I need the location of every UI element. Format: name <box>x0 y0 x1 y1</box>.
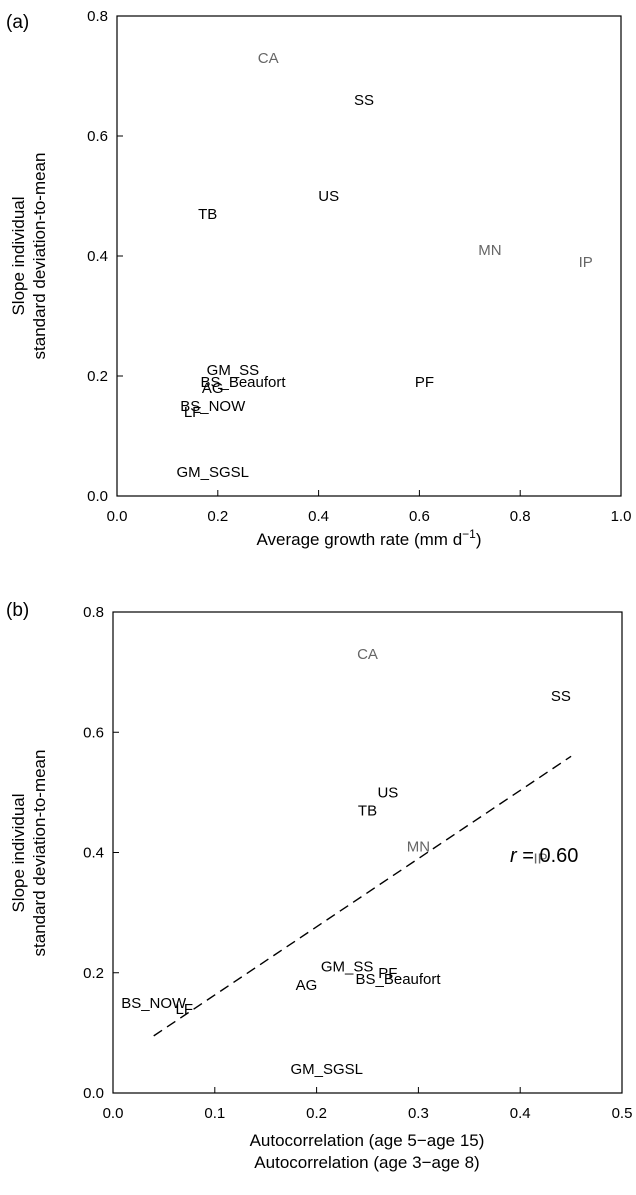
x-tick-label: 0.8 <box>510 508 531 525</box>
y-tick-label: 0.4 <box>83 845 104 862</box>
x-tick-label: 1.0 <box>611 508 632 525</box>
point-label-gm-sgsl: GM_SGSL <box>176 464 249 481</box>
point-label-us: US <box>318 188 339 205</box>
panel-a-x-ticks: 0.0 0.2 0.4 0.6 0.8 1.0 <box>107 490 632 525</box>
y-tick-label: 0.2 <box>83 965 104 982</box>
x-tick-label: 0.4 <box>510 1105 531 1122</box>
panel-b-y-axis-label: Slope individual standard deviation-to-m… <box>9 750 49 957</box>
panel-b-trend-line <box>153 755 572 1037</box>
y-tick-label: 0.6 <box>83 724 104 741</box>
x-tick-label: 0.5 <box>612 1105 633 1122</box>
point-label-ss: SS <box>551 688 571 705</box>
panel-a-y-ticks: 0.0 0.2 0.4 0.6 0.8 <box>87 8 123 505</box>
panel-b: (b) 0.0 0.2 0.4 0.6 0.8 0.0 0.1 0.2 0.3 0.4 0.5 C… <box>6 600 632 1172</box>
point-label-bs-beaufort: BS_Beaufort <box>356 971 442 988</box>
x-tick-label: 0.0 <box>107 508 128 525</box>
x-tick-label: 0.3 <box>408 1105 429 1122</box>
x-tick-label: 0.0 <box>103 1105 124 1122</box>
point-label-bs-beaufort: BS_Beaufort <box>200 374 286 391</box>
point-label-mn: MN <box>407 838 430 855</box>
point-label-pf: PF <box>378 965 397 982</box>
x-tick-label: 0.1 <box>204 1105 225 1122</box>
panel-b-y-ticks: 0.0 0.2 0.4 0.6 0.8 <box>83 604 119 1102</box>
panel-a-x-axis-label: Average growth rate (mm d−1) <box>256 527 481 549</box>
point-label-ca: CA <box>258 50 279 67</box>
panel-a: (a) 0.0 0.2 0.4 0.6 0.8 0.0 0.2 0.4 0.6 0.8 1.0 C… <box>6 8 631 549</box>
panel-b-x-axis-label-line1: Autocorrelation (age 5−age 15) <box>250 1131 485 1150</box>
point-label-ca: CA <box>357 646 378 663</box>
y-tick-label: 0.6 <box>87 128 108 145</box>
point-label-ip: IP <box>579 254 593 271</box>
point-label-gm-sgsl: GM_SGSL <box>291 1061 364 1078</box>
y-tick-label: 0.4 <box>87 248 108 265</box>
point-label-pf: PF <box>415 374 434 391</box>
point-label-ip: IP <box>533 851 547 868</box>
point-label-tb: TB <box>358 802 377 819</box>
point-label-bs-now: BS_NOW <box>121 995 187 1012</box>
point-label-tb: TB <box>198 206 217 223</box>
panel-b-y-axis-label-line2: standard deviation-to-mean <box>30 750 49 957</box>
y-tick-label: 0.8 <box>87 8 108 25</box>
point-label-ag: AG <box>296 977 318 994</box>
panel-a-points: CA SS US TB MN IP GM_SS PF BS_BeaufortAGBS_NOWLF… <box>176 50 592 481</box>
point-label-lf: LF <box>176 1001 194 1018</box>
point-label-ss: SS <box>354 92 374 109</box>
panel-b-r-annotation: r = 0.60 <box>510 845 578 867</box>
panel-a-y-axis-label: Slope individual standard deviation-to-m… <box>9 153 49 360</box>
y-tick-label: 0.8 <box>83 604 104 621</box>
panel-a-y-axis-label-line2: standard deviation-to-mean <box>30 153 49 360</box>
y-tick-label: 0.2 <box>87 368 108 385</box>
point-label-bs-now: BS_NOW <box>180 398 246 415</box>
panel-b-x-ticks: 0.0 0.1 0.2 0.3 0.4 0.5 <box>103 1087 633 1122</box>
y-tick-label: 0.0 <box>83 1085 104 1102</box>
x-tick-label: 0.2 <box>207 508 228 525</box>
panel-a-frame <box>116 15 622 497</box>
point-label-gm-ss: GM_SS <box>207 362 260 379</box>
y-tick-label: 0.0 <box>87 488 108 505</box>
panel-b-x-axis-label-line2: Autocorrelation (age 3−age 8) <box>254 1153 479 1172</box>
panel-a-label: (a) <box>6 12 29 33</box>
point-label-gm-ss: GM_SS <box>321 959 374 976</box>
point-label-lf: LF <box>184 404 202 421</box>
panel-a-y-axis-label-line1: Slope individual <box>9 196 28 315</box>
panel-b-y-axis-label-line1: Slope individual <box>9 793 28 912</box>
point-label-ag: AG <box>202 380 224 397</box>
point-label-mn: MN <box>478 242 501 259</box>
panel-b-label: (b) <box>6 600 29 621</box>
x-tick-label: 0.4 <box>308 508 329 525</box>
point-label-us: US <box>377 784 398 801</box>
x-tick-label: 0.2 <box>306 1105 327 1122</box>
x-tick-label: 0.6 <box>409 508 430 525</box>
